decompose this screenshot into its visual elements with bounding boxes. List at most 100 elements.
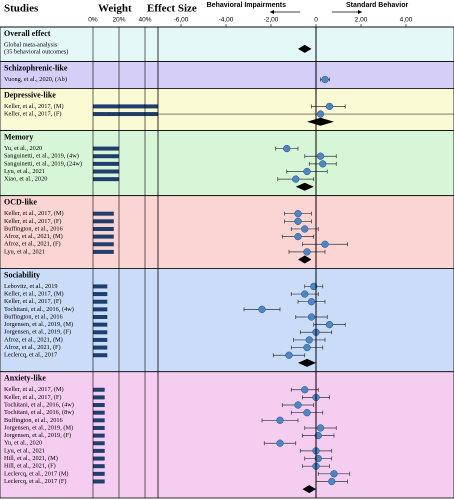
weight-bar (93, 314, 108, 319)
pooled-diamond (307, 117, 334, 126)
study-label: Buffington, et al., 2016 (4, 417, 63, 424)
effect-point (292, 175, 300, 183)
weight-bar (93, 403, 105, 408)
weight-bar (93, 292, 108, 297)
weight-bar (93, 337, 108, 342)
section-title: OCD-like (4, 198, 37, 207)
section-background (0, 130, 454, 197)
study-label: Jorgensen, et al., 2019, (F) (4, 432, 71, 439)
effect-point (321, 240, 329, 248)
effect-point (319, 160, 327, 168)
weight-bar (93, 284, 108, 289)
weight-bar (93, 464, 105, 469)
effect-header: Effect Size (147, 3, 197, 15)
effect-point (316, 110, 325, 118)
pooled-label: (35 behavioral outcomes) (4, 49, 68, 56)
effect-point (316, 424, 325, 432)
weight-tick-label: 20% (112, 17, 125, 24)
weight-bar (93, 345, 108, 350)
weight-bar (93, 234, 114, 239)
effect-point (303, 167, 311, 176)
effect-point (303, 409, 311, 417)
study-label: Keller, et al., 2017, (M) (4, 210, 64, 217)
study-label: Leclercq, et al., 2017 (4, 352, 57, 359)
pooled-label: Global meta-analysis (4, 41, 58, 48)
section-title: Schizophrenic-like (4, 63, 68, 72)
study-label: Afroz, et al., 2021, (M) (4, 233, 63, 240)
study-label: Yu, et al., 2020 (4, 440, 42, 447)
weight-bar (93, 425, 105, 430)
effect-tick-label: -6,00 (174, 17, 189, 24)
effect-point (301, 386, 309, 394)
section-title: Overall effect (4, 29, 51, 38)
weight-bar (93, 387, 105, 392)
study-label: Keller, et al., 2017, (M) (4, 291, 64, 298)
weight-bar (93, 242, 114, 247)
effect-point (325, 102, 334, 111)
study-label: Lyu, et al., 2021 (4, 248, 45, 255)
weight-bar (93, 299, 108, 304)
effect-point (316, 152, 325, 160)
effect-point (301, 225, 309, 233)
effect-tick-label: -4,00 (219, 17, 234, 24)
section-background (0, 195, 454, 269)
effect-point (294, 210, 302, 218)
arrow-head (270, 10, 274, 14)
study-label: Tochitani, et al., 2016, (4w) (4, 306, 74, 313)
section-background (0, 88, 454, 131)
weight-bar (93, 479, 105, 484)
effect-point (285, 351, 293, 359)
section-background (0, 26, 454, 62)
effect-point (294, 232, 302, 241)
effect-point (325, 320, 334, 329)
weight-bar (93, 330, 108, 335)
effect-point (283, 144, 291, 153)
effect-point (276, 416, 284, 424)
effect-point (330, 470, 338, 478)
effect-tick-label: 4,00 (400, 17, 413, 24)
pooled-diamond (298, 255, 312, 264)
weight-bar (93, 249, 114, 254)
effect-point (307, 298, 316, 306)
effect-point (305, 336, 313, 344)
study-label: Tochitani, et al., 2016, (4w) (4, 401, 74, 408)
effect-point (258, 305, 266, 314)
study-label: Tochitani, et al., 2016, (8w) (4, 409, 74, 416)
study-label: Jorgensen, et al., 2019, (M) (4, 424, 73, 431)
weight-tick-label: 0% (88, 17, 98, 24)
study-label: Jorgensen, et al., 2019, (F) (4, 329, 71, 336)
study-label: Afroz, et al., 2021, (M) (4, 336, 63, 343)
effect-point (276, 439, 284, 447)
study-label: Hill, et al., 2021, (M) (4, 455, 58, 462)
weight-bar (93, 410, 105, 415)
weight-bar (93, 353, 108, 358)
effect-tick-label: -2,00 (264, 17, 279, 24)
weight-bar (93, 161, 119, 166)
study-label: Yu, et al., 2020 (4, 145, 42, 152)
weight-bar (93, 418, 105, 423)
study-label: Lyu, et al., 2021 (4, 447, 45, 454)
weight-bar (93, 448, 105, 453)
study-label: Vuong, et al., 2020, (Ab) (4, 76, 67, 83)
weight-bar (93, 177, 119, 182)
effect-point (301, 290, 309, 298)
study-label: Sanguinetti, et al., 2019, (24w) (4, 160, 82, 167)
study-label: Keller, et al., 2017, (F) (4, 111, 61, 118)
section-title: Sociability (4, 270, 40, 279)
effect-point (294, 217, 302, 225)
study-label: Keller, et al., 2017, (M) (4, 386, 64, 393)
weight-header: Weight (98, 3, 132, 15)
study-label: Jorgensen, et al., 2019, (M) (4, 321, 73, 328)
weight-bar (93, 471, 105, 476)
weight-tick-label: 40% (138, 17, 151, 24)
weight-bar (93, 441, 105, 446)
study-label: Keller, et al., 2017, (F) (4, 298, 61, 305)
weight-bar (93, 146, 119, 151)
study-label: Lebovitz, et al., 2019 (4, 283, 58, 290)
study-label: Buffington, et al., 2016 (4, 313, 63, 320)
effect-point (321, 75, 329, 84)
effect-point (303, 343, 311, 352)
weight-bar (93, 433, 105, 438)
effect-point (307, 313, 316, 321)
